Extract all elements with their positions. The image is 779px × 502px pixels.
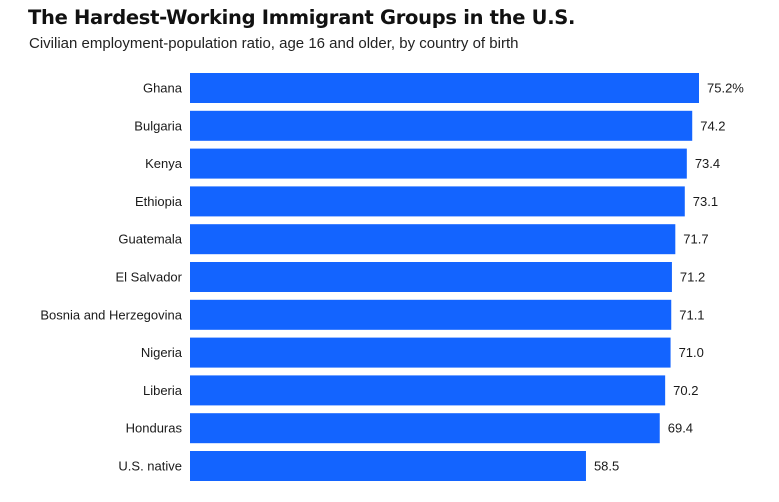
bar [190,413,660,444]
bar-row-honduras: Honduras 69.4 [126,413,693,444]
bar [190,299,672,330]
bar-row-el-salvador: El Salvador 71.2 [116,262,705,292]
bar-row-ghana: Ghana 75.2% [143,73,744,103]
value-label: 70.2 [673,383,698,398]
value-label: 73.4 [695,156,720,171]
bar [190,451,586,481]
chart-subtitle: Civilian employment-population ratio, ag… [29,35,519,52]
bar [190,186,685,217]
value-label: 58.5 [594,459,619,474]
value-label: 71.2 [680,270,705,285]
bar-row-bulgaria: Bulgaria 74.2 [134,110,726,141]
bar [190,224,676,255]
value-label: 71.7 [683,232,708,247]
bar [190,110,693,141]
bar [190,148,687,179]
bar [190,73,699,103]
value-label: 71.1 [679,307,704,322]
category-label: Nigeria [141,345,183,360]
category-label: Honduras [126,421,183,436]
value-label: 73.1 [693,194,718,209]
category-label: Bulgaria [134,118,182,133]
category-label: Guatemala [118,232,182,247]
value-label: 69.4 [668,421,693,436]
bar-row-bosnia-and-herzegovina: Bosnia and Herzegovina 71.1 [40,299,705,330]
category-label: Bosnia and Herzegovina [40,307,182,322]
chart-title: The Hardest-Working Immigrant Groups in … [28,6,576,29]
category-label: Kenya [145,156,183,171]
bar-row-ethiopia: Ethiopia 73.1 [135,186,718,217]
category-label: U.S. native [118,459,182,474]
category-label: Ethiopia [135,194,183,209]
value-label: 71.0 [679,345,704,360]
value-label: 74.2 [700,118,725,133]
category-label: El Salvador [116,270,183,285]
bar [190,262,672,292]
category-label: Ghana [143,81,183,96]
category-label: Liberia [143,383,183,398]
bar-row-nigeria: Nigeria 71.0 [141,337,704,368]
value-label: 75.2% [707,81,744,96]
bar-row-u-s-native: U.S. native 58.5 [118,451,619,481]
bar [190,375,666,406]
bar [190,337,671,368]
bar-row-guatemala: Guatemala 71.7 [118,224,709,255]
bar-row-kenya: Kenya 73.4 [145,148,720,179]
bar-row-liberia: Liberia 70.2 [143,375,698,406]
